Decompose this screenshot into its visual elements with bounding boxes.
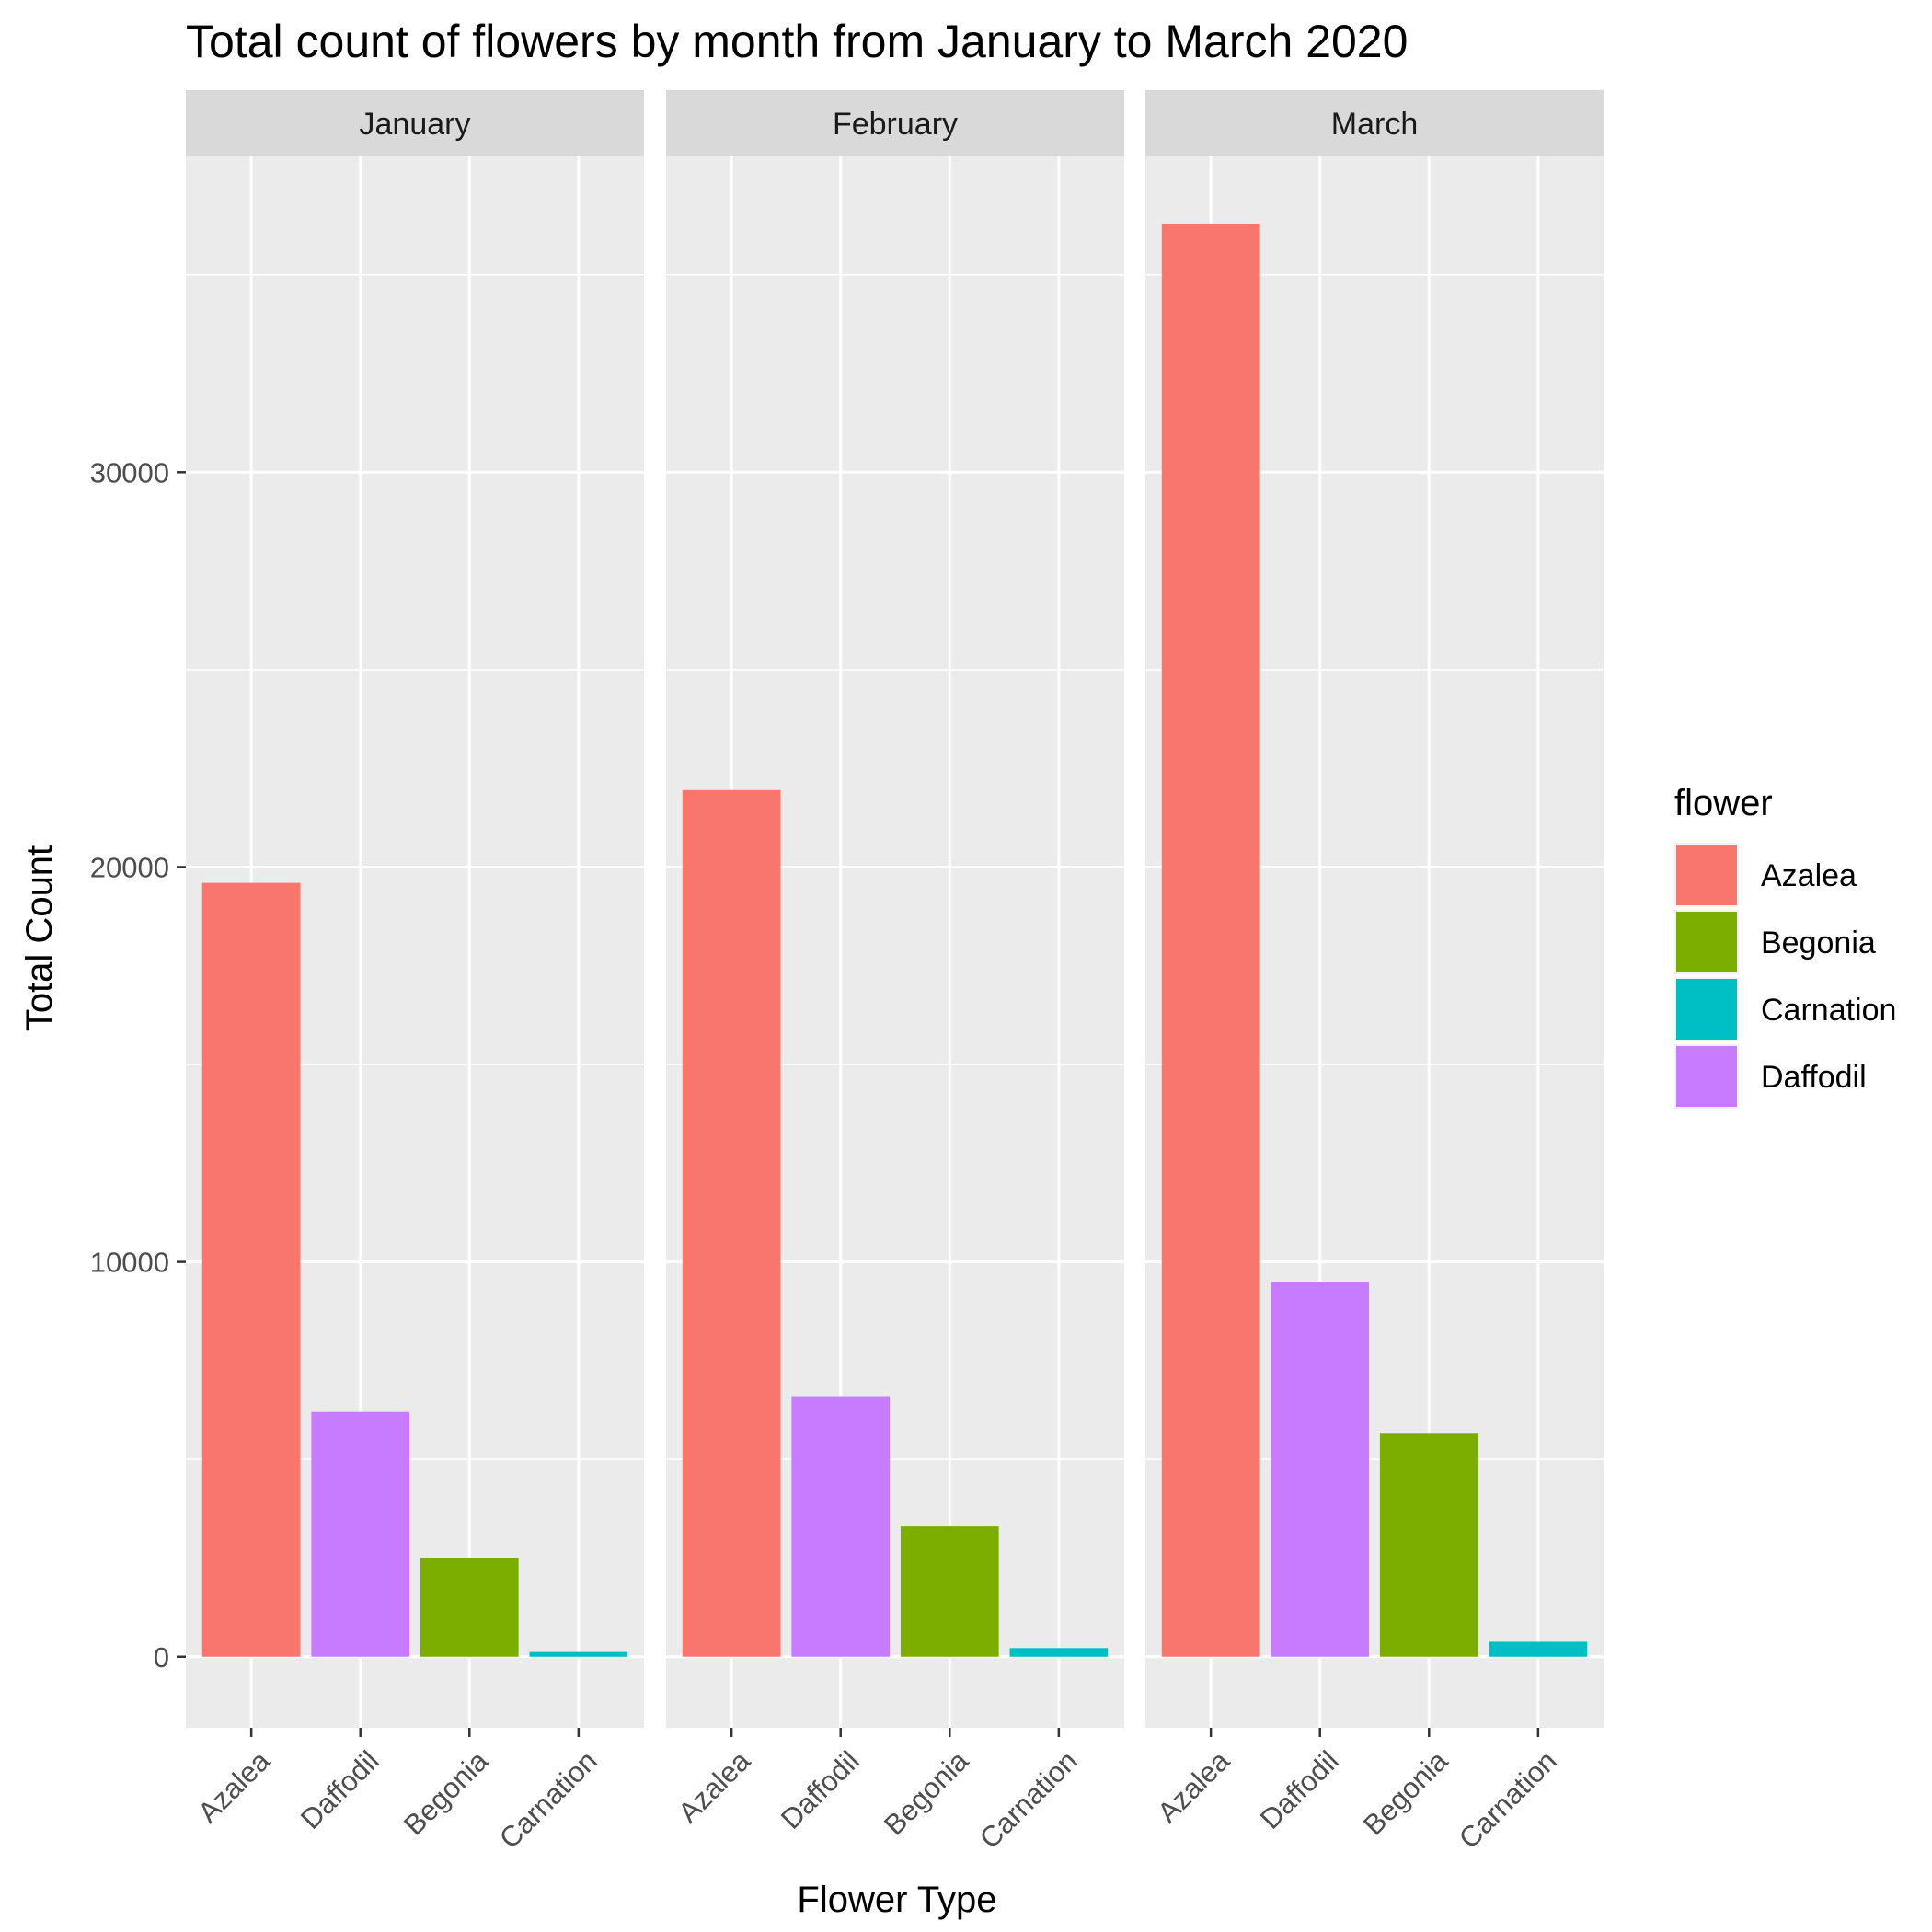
x-tick-label: Daffodil <box>775 1744 866 1835</box>
facet-panels: Azalea Daffodil BegoniaCarnationJanuaryAza… <box>186 90 1604 1855</box>
legend-swatch <box>1676 979 1737 1040</box>
y-tick-label: 30000 <box>90 456 169 489</box>
bar-march-azalea <box>1161 223 1260 1657</box>
x-tick-label: Azalea <box>1151 1744 1236 1829</box>
y-tick-label: 0 <box>154 1641 169 1673</box>
bar-march-begonia <box>1379 1433 1478 1657</box>
legend-label: Carnation <box>1761 993 1896 1028</box>
bar-february-begonia <box>900 1526 999 1657</box>
x-tick-label: Azalea <box>191 1744 276 1829</box>
legend-swatch <box>1676 912 1737 972</box>
facet-strip <box>186 90 644 156</box>
bar-january-carnation <box>529 1651 628 1657</box>
x-tick-label: Carnation <box>1453 1744 1563 1855</box>
x-tick-label: Begonia <box>1357 1744 1455 1842</box>
legend-swatch <box>1676 1046 1737 1107</box>
facet-strip-label: March <box>1331 107 1418 142</box>
x-tick-label: Begonia <box>397 1744 495 1842</box>
y-tick-label: 10000 <box>90 1247 169 1279</box>
legend-label: Begonia <box>1761 926 1876 960</box>
facet-strip-label: January <box>360 107 471 142</box>
x-tick-label: Azalea <box>672 1744 756 1829</box>
legend: flower Azalea Begonia Carnation Daffodil <box>1674 783 1896 1109</box>
bar-march-carnation <box>1489 1641 1588 1657</box>
bar-february-daffodil <box>791 1396 891 1657</box>
legend-label: Azalea <box>1761 858 1857 893</box>
bar-february-azalea <box>682 789 781 1657</box>
legend-item-daffodil: Daffodil <box>1674 1044 1867 1109</box>
x-tick-label: Carnation <box>973 1744 1084 1855</box>
bar-january-daffodil <box>311 1411 410 1657</box>
bar-february-carnation <box>1009 1648 1109 1657</box>
legend-item-carnation: Carnation <box>1674 977 1896 1041</box>
legend-item-azalea: Azalea <box>1674 843 1857 907</box>
facet-strip <box>666 90 1124 156</box>
x-tick-label: Carnation <box>493 1744 604 1855</box>
legend-swatch <box>1676 845 1737 905</box>
facet-strip <box>1145 90 1604 156</box>
bar-march-daffodil <box>1271 1282 1370 1657</box>
x-tick-label: Daffodil <box>1254 1744 1345 1835</box>
bar-january-azalea <box>201 882 301 1657</box>
legend-label: Daffodil <box>1761 1060 1867 1095</box>
bar-january-begonia <box>420 1558 519 1657</box>
legend-item-begonia: Begonia <box>1674 910 1876 974</box>
x-tick-label: Daffodil <box>294 1744 385 1835</box>
y-tick-label: 20000 <box>90 851 169 883</box>
chart-title: Total count of flowers by month from Jan… <box>186 16 1408 67</box>
facet-strip-label: February <box>833 107 958 142</box>
legend-title: flower <box>1674 783 1773 823</box>
y-axis: 0 10000 20000 30000 <box>90 456 186 1673</box>
x-axis-title: Flower Type <box>797 1880 996 1920</box>
y-axis-title: Total Count <box>19 845 60 1031</box>
x-tick-label: Begonia <box>878 1744 975 1842</box>
